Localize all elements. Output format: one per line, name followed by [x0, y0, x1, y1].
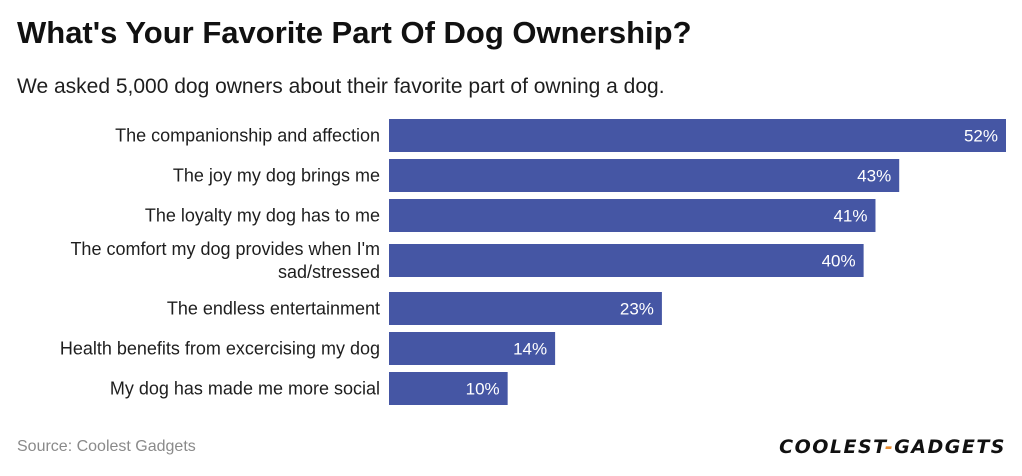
bar-6 [389, 332, 556, 365]
bar-1 [389, 119, 1006, 152]
logo-word-gadgets: GADGETS [894, 436, 1006, 458]
bar-7 [389, 372, 508, 405]
coolest-gadgets-logo: COOLEST-GADGETS [779, 436, 1006, 458]
logo-dash: - [884, 436, 895, 458]
bar-3 [389, 199, 876, 232]
bar-value-label-5: 23% [620, 300, 654, 319]
source-note: Source: Coolest Gadgets [17, 438, 196, 455]
bar-value-label-6: 14% [513, 340, 547, 359]
bar-value-label-4: 40% [822, 252, 856, 271]
bar-5 [389, 292, 662, 325]
logo-word-coolest: COOLEST [779, 436, 885, 458]
category-label-6: Health benefits from excercising my dog [60, 339, 380, 359]
category-label-7: My dog has made me more social [110, 379, 380, 399]
category-label-1: The companionship and affection [115, 126, 380, 146]
bar-value-label-2: 43% [857, 167, 891, 186]
category-label-5: The endless entertainment [167, 299, 380, 319]
bar-2 [389, 159, 900, 192]
bar-value-label-3: 41% [833, 207, 867, 226]
category-label-4-line-2: sad/stressed [278, 262, 380, 282]
chart-subtitle: We asked 5,000 dog owners about their fa… [17, 75, 665, 98]
category-label-4-line-1: The comfort my dog provides when I'm [70, 239, 380, 259]
chart-title: What's Your Favorite Part Of Dog Ownersh… [17, 15, 692, 50]
bar-value-label-1: 52% [964, 127, 998, 146]
category-label-3: The loyalty my dog has to me [145, 206, 380, 226]
bar-value-label-7: 10% [466, 380, 500, 399]
bar-4 [389, 244, 864, 277]
category-label-2: The joy my dog brings me [173, 166, 380, 186]
